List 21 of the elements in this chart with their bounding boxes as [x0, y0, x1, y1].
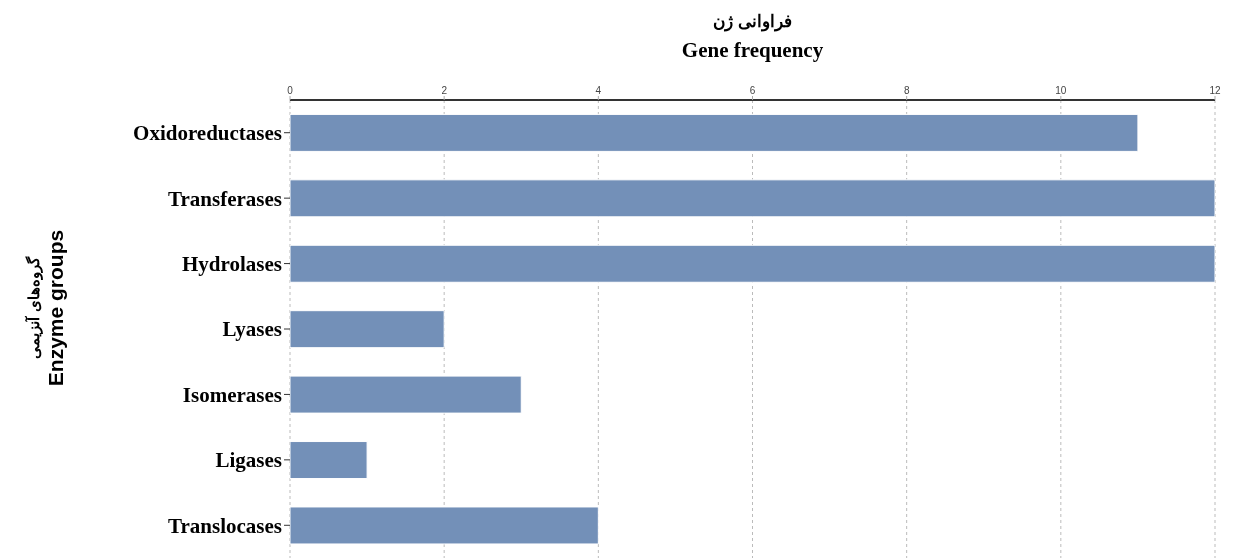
- y-tick-label: Hydrolases: [182, 252, 282, 277]
- x-tick-label: 12: [1209, 85, 1221, 96]
- y-tick-label: Translocases: [168, 513, 282, 538]
- x-tick-label: 6: [749, 85, 756, 96]
- bar: [290, 244, 1215, 283]
- bar: [290, 113, 1139, 152]
- x-tick-label: 10: [1055, 85, 1067, 96]
- bar: [290, 375, 522, 414]
- y-tick-label: Isomerases: [182, 382, 282, 407]
- y-tick-label: Oxidoreductases: [133, 121, 282, 146]
- y-tick-label: Lyases: [222, 317, 282, 342]
- x-tick-label: 0: [287, 85, 294, 96]
- bar: [290, 179, 1215, 218]
- x-tick-label: 2: [441, 85, 448, 96]
- x-tick-label: 8: [903, 85, 910, 96]
- bar: [290, 506, 599, 545]
- y-tick-label: Ligases: [215, 448, 282, 473]
- bar: [290, 441, 368, 480]
- x-tick-label: 4: [595, 85, 602, 96]
- bar: [290, 310, 445, 349]
- y-tick-label: Transferases: [168, 186, 282, 211]
